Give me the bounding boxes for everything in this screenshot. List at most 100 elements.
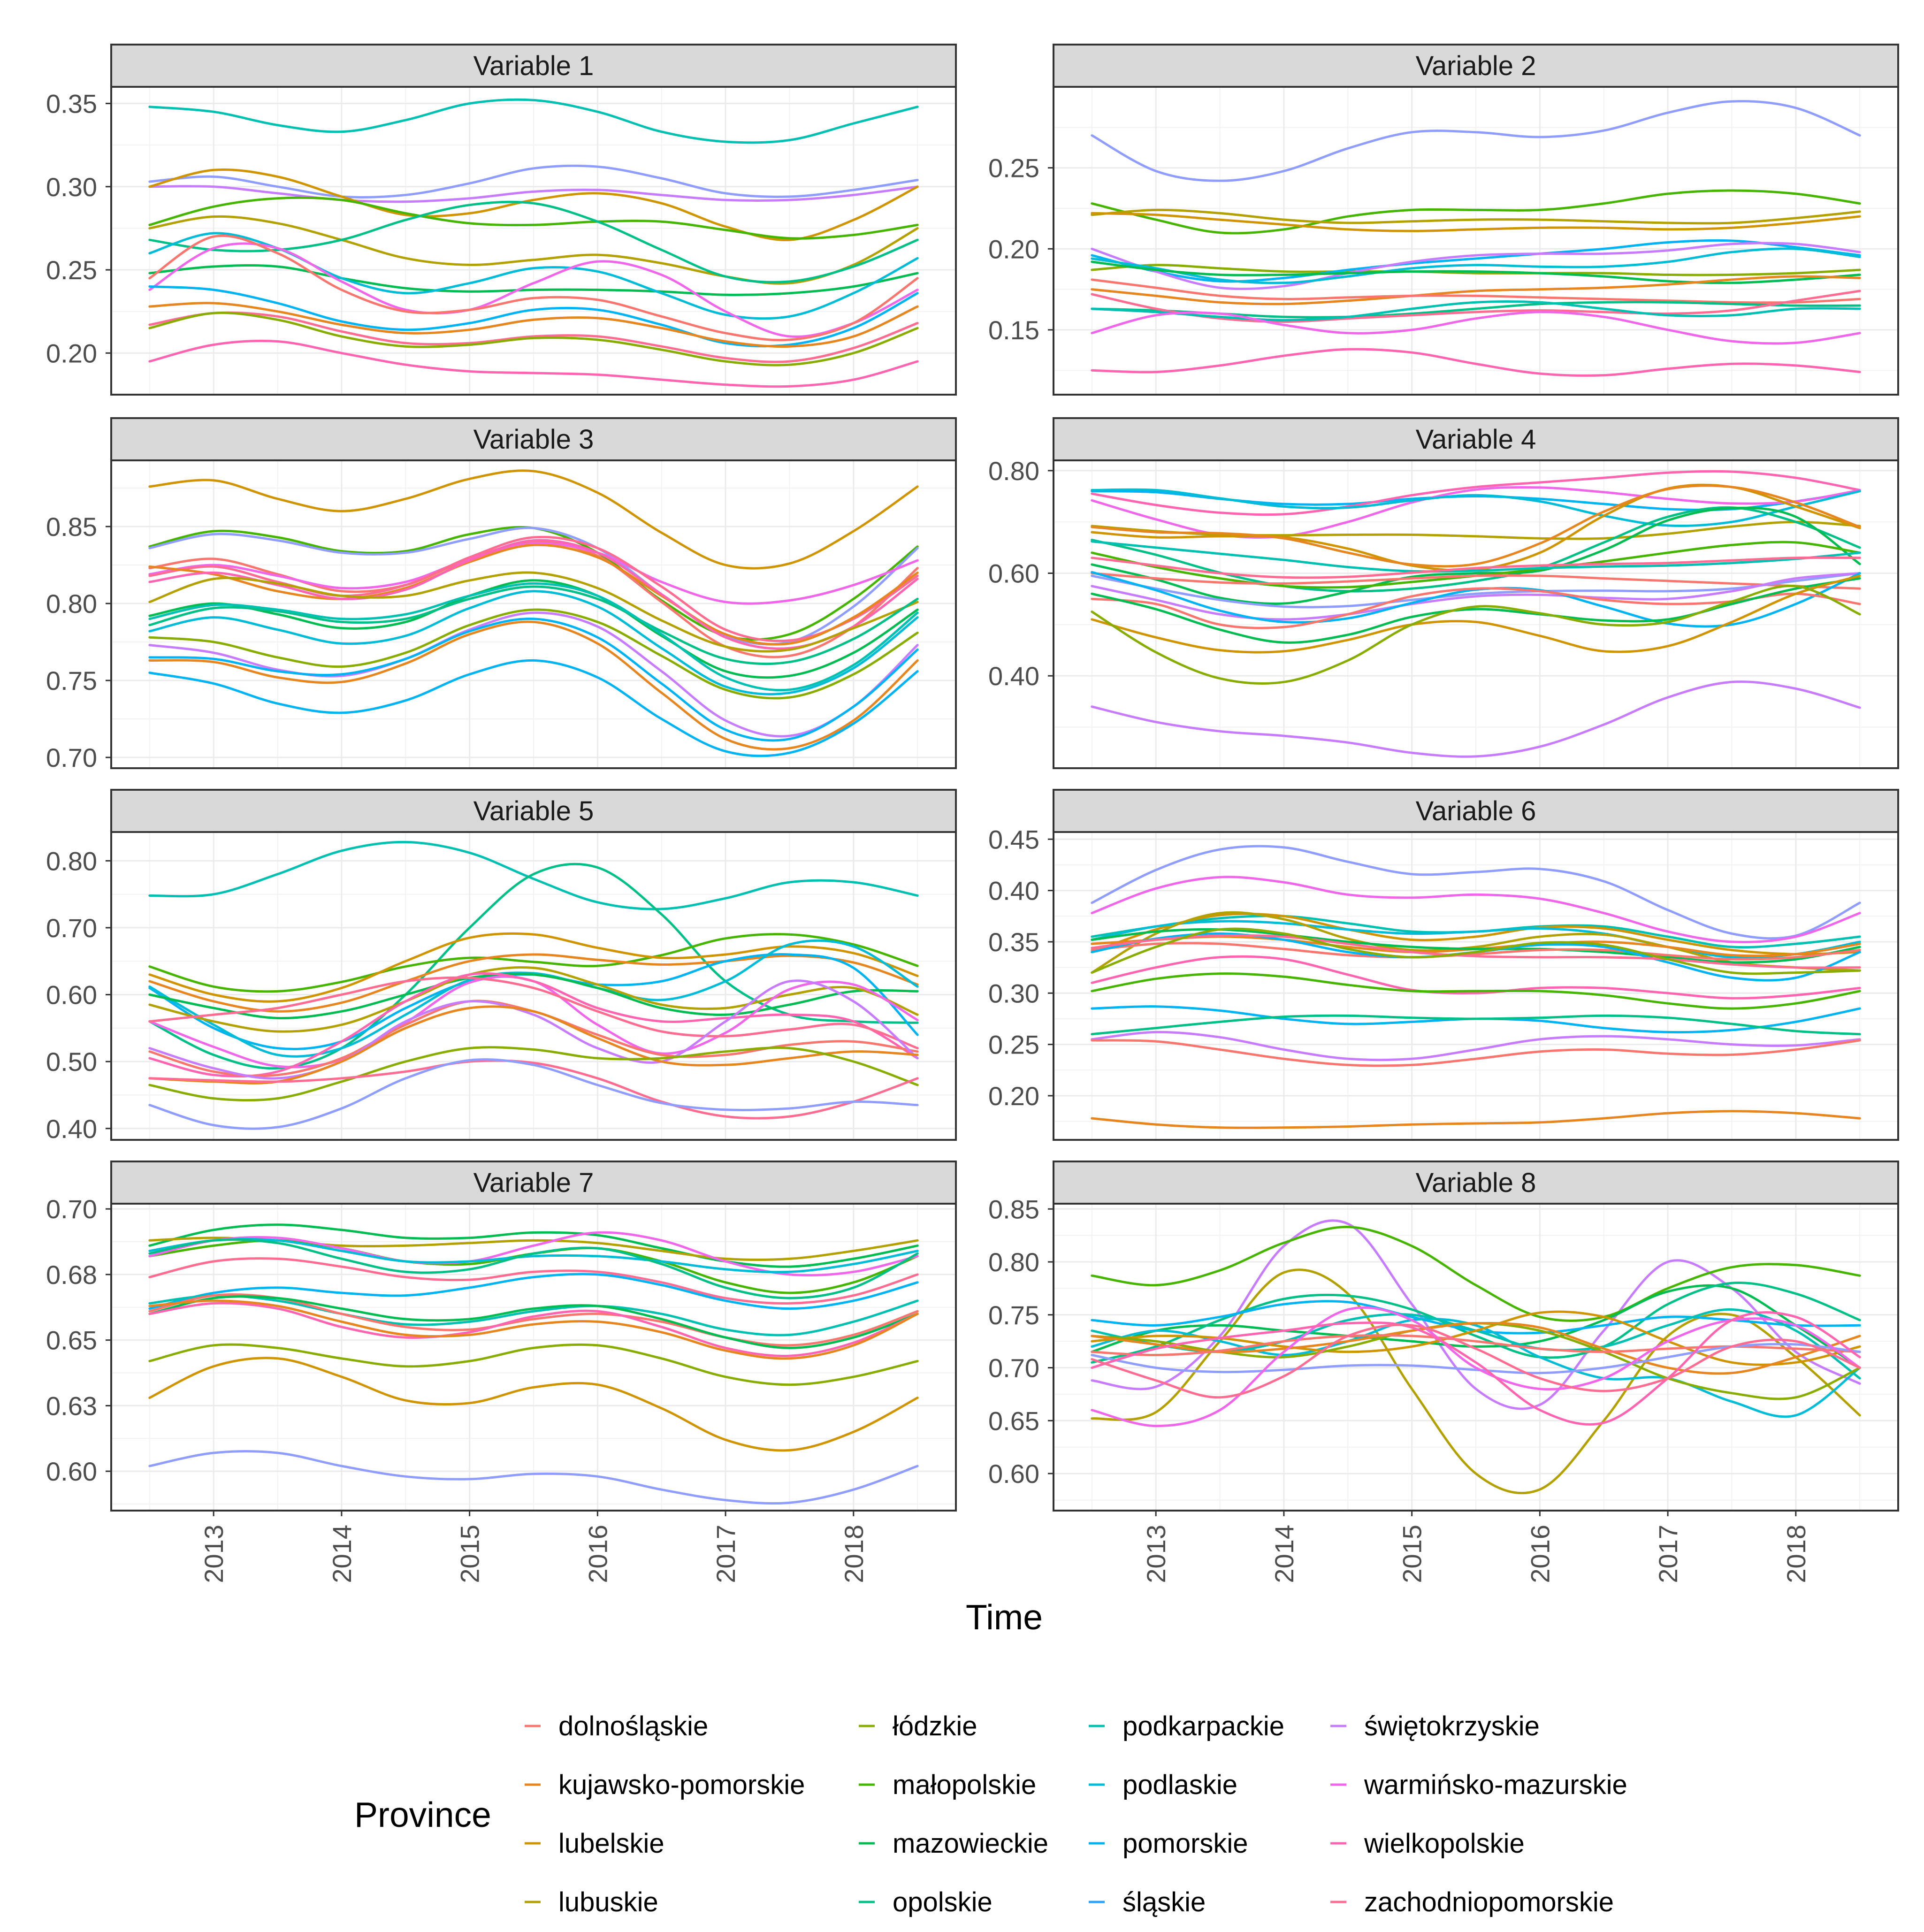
legend-item: lubuskie [525,1887,658,1917]
series-line [148,1237,919,1274]
series-line [148,185,919,203]
legend-item: łódzkie [859,1711,977,1741]
series-line [148,932,919,1003]
series-line [1091,212,1861,232]
panel-variable-5: 0.40 0.50 0.60 0.70 0.80 Variable 5 [46,789,957,1144]
series-line [148,1257,919,1305]
x-tick-label: 2015 [455,1525,485,1583]
series-line [1091,100,1861,182]
legend-item: dolnośląskie [525,1711,708,1741]
series-line [148,1299,919,1360]
y-tick-label: 0.70 [988,1353,1039,1383]
series-line [1091,572,1861,590]
series-line [148,979,919,1080]
series-line [148,972,919,1078]
panel-variable-8: 0.60 0.65 0.70 0.75 0.80 0.85 Variable 8 2013 20… [988,1161,1899,1583]
x-tick-label: 2013 [199,1525,229,1583]
series-line [148,234,919,342]
series-line [1091,577,1861,644]
series-line [148,542,919,605]
y-tick-label: 0.20 [988,1081,1039,1111]
series-line [148,966,919,1033]
series-line [148,620,919,751]
y-tick-label: 0.75 [988,1300,1039,1330]
legend-item: małopolskie [859,1770,1036,1800]
y-tick-label: 0.60 [988,559,1039,588]
series-line [148,98,919,144]
series-line [148,535,919,642]
series-line [1091,1282,1861,1364]
facet-title: Variable 1 [473,51,594,81]
series-line [1091,208,1861,225]
series-line [148,1231,919,1277]
series-line [148,840,919,910]
legend-label: opolskie [893,1887,993,1917]
series-line [148,1302,919,1357]
series-line [148,1238,919,1299]
series-line [148,302,919,348]
x-tick-label: 2018 [839,1525,869,1583]
legend-label: zachodniopomorskie [1364,1887,1614,1917]
y-tick-label: 0.25 [46,255,97,285]
panel-variable-7: 0.60 0.63 0.65 0.68 0.70 Variable 7 2013 2014 20… [46,1161,957,1583]
legend-title: Province [354,1795,491,1834]
y-tick-label: 0.45 [988,825,1039,854]
series-line [1091,876,1861,944]
facet-title: Variable 8 [1416,1168,1536,1198]
series-line [148,582,919,692]
y-tick-label: 0.75 [46,666,97,695]
facet-strip [1053,789,1899,833]
legend-item: wielkopolskie [1330,1828,1525,1859]
y-tick-label: 0.60 [46,980,97,1010]
y-tick-label: 0.65 [988,1406,1039,1436]
legend-item: podlaskie [1089,1770,1237,1800]
legend-items: dolnośląskie kujawsko-pomorskie lubelskie l… [525,1711,1627,1917]
series-line [1091,680,1861,758]
facet-strip [110,789,957,833]
y-tick-label: 0.30 [46,172,97,202]
x-tick-label: 2017 [1653,1525,1683,1583]
y-tick-label: 0.80 [988,1247,1039,1277]
y-tick-label: 0.80 [46,589,97,619]
series-line [1091,290,1861,323]
series-line [148,976,919,1050]
series-line [1091,912,1861,955]
series-line [148,590,919,695]
legend-label: śląskie [1122,1887,1206,1917]
x-tick-label: 2015 [1397,1525,1427,1583]
series-line [1091,275,1861,305]
legend-label: świętokrzyskie [1364,1711,1540,1741]
y-tick-label: 0.60 [46,1457,97,1486]
facet-title: Variable 7 [473,1168,594,1198]
y-tick-label: 0.50 [46,1047,97,1077]
legend-label: podkarpackie [1122,1711,1284,1741]
facet-title: Variable 5 [473,796,594,826]
series-line [148,1294,919,1336]
legend-item: lubelskie [525,1828,664,1859]
series-line [1091,556,1861,579]
series-line [148,611,919,738]
facet-strip [110,1161,957,1205]
series-line [1091,955,1861,1000]
series-line [148,311,919,363]
series-line [1091,1311,1861,1426]
series-line [148,242,919,338]
series-line [148,539,919,650]
y-tick-label: 0.40 [988,876,1039,906]
series-line [148,1295,919,1349]
panel-variable-2: 0.15 0.20 0.25 Variable 2 [988,44,1899,396]
y-tick-label: 0.25 [988,153,1039,183]
series-line [148,196,919,240]
series-line [148,285,919,348]
series-line [1091,934,1861,969]
series-line [1091,1226,1861,1322]
y-tick-label: 0.85 [46,512,97,542]
series-line [148,972,919,1020]
series-line [148,1343,919,1386]
facet-strip [1053,417,1899,461]
x-tick-label: 2014 [327,1525,357,1583]
series-line [1091,1323,1861,1399]
series-line [1091,348,1861,377]
panel-variable-6: 0.20 0.25 0.30 0.35 0.40 0.45 Variable 6 [988,789,1899,1141]
